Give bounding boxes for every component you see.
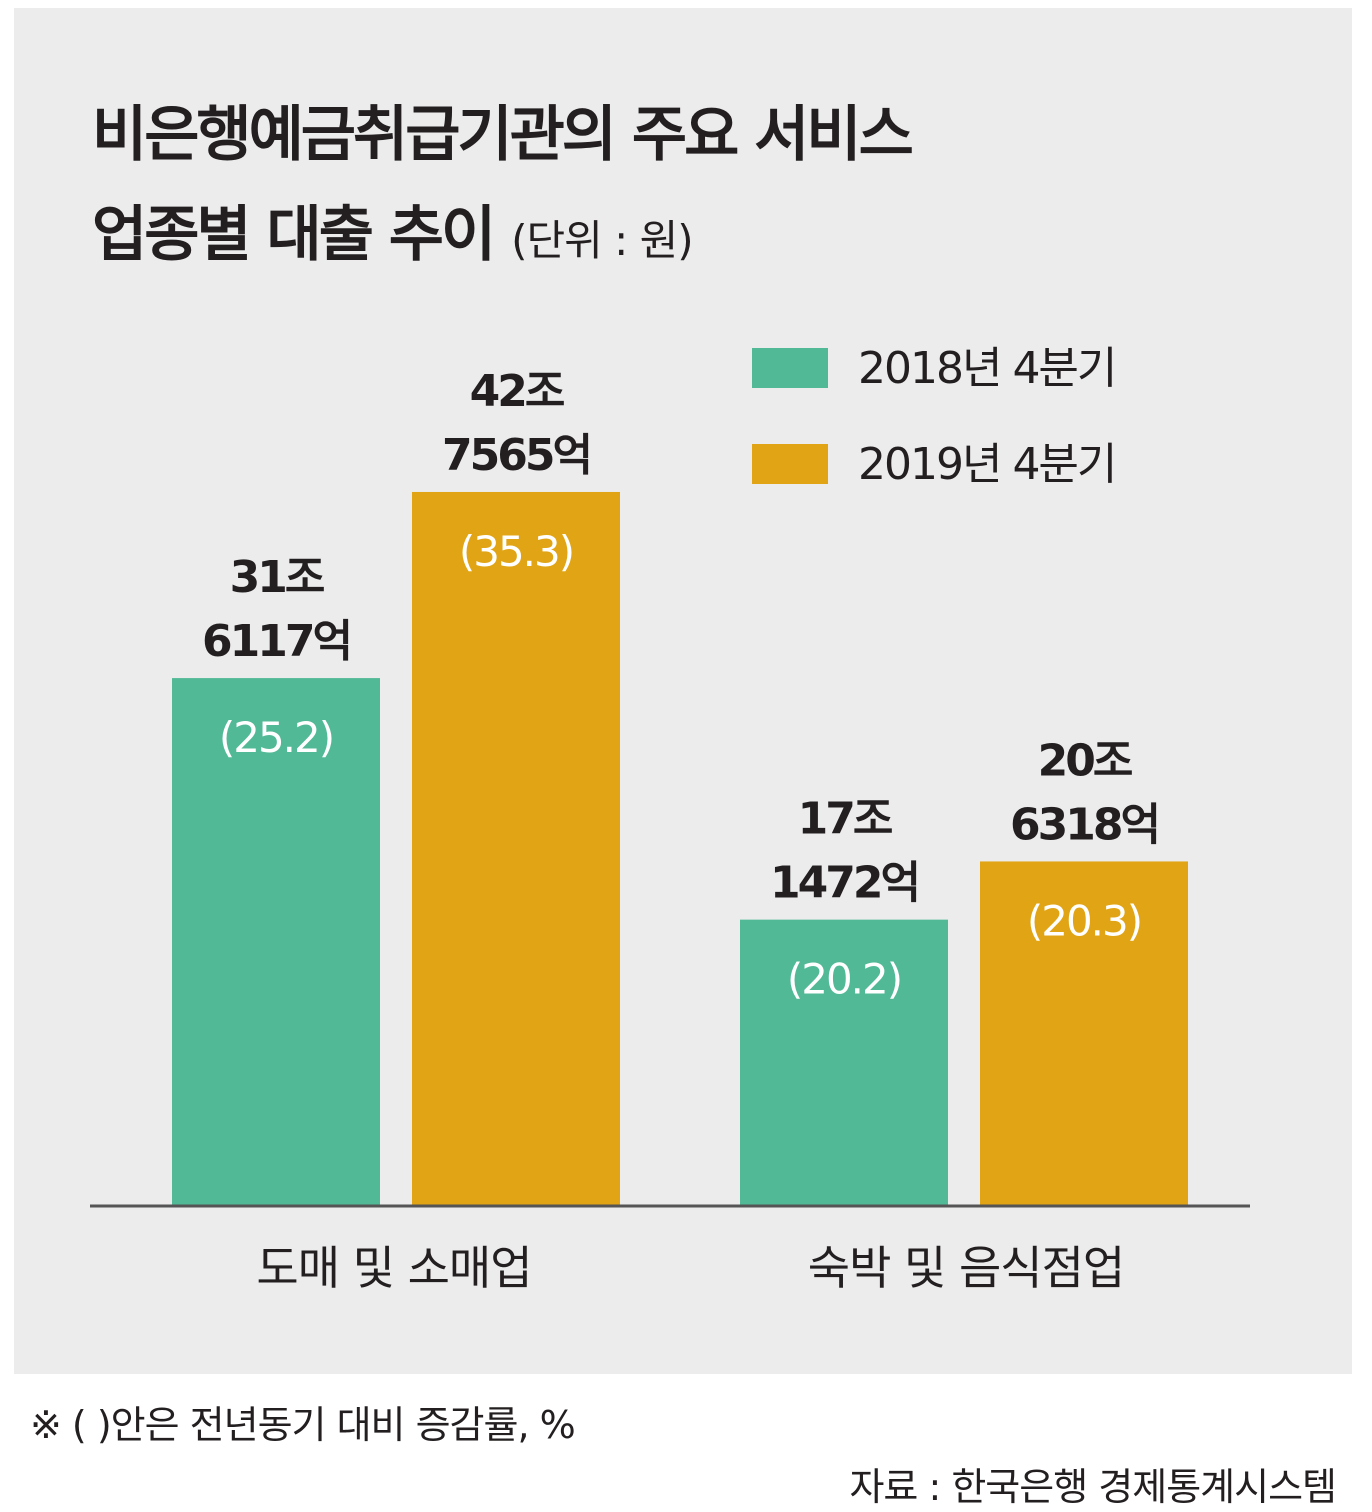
bar-2018-1	[172, 678, 380, 1206]
value-label-2018-2-line1: 17조	[798, 794, 892, 845]
category-label-2: 숙박 및 음식점업	[808, 1241, 1124, 1295]
unit-label: (단위 : 원)	[511, 216, 694, 265]
legend-label-2019: 2019년 4분기	[858, 439, 1117, 490]
category-label-1: 도매 및 소매업	[256, 1241, 531, 1295]
value-label-2019-1-line1: 42조	[470, 366, 564, 417]
value-label-2018-2-line2: 1472억	[770, 858, 918, 909]
pct-label-2018-2: (20.2)	[787, 955, 901, 1004]
value-label-2018-1-line2: 6117억	[202, 616, 350, 667]
value-label-2019-2-line2: 6318억	[1010, 799, 1158, 850]
pct-label-2019-1: (35.3)	[459, 527, 573, 576]
pct-label-2019-2: (20.3)	[1027, 896, 1141, 945]
pct-label-2018-1: (25.2)	[219, 713, 333, 762]
legend-swatch-2019	[752, 444, 828, 484]
value-label-2019-2-line1: 20조	[1038, 735, 1132, 786]
value-label-2018-1-line1: 31조	[230, 552, 324, 603]
value-label-2019-1-line2: 7565억	[442, 430, 590, 481]
bar-2019-1	[412, 491, 620, 1207]
chart-title-line2: 업종별 대출 추이 (단위 : 원)	[92, 186, 694, 273]
chart-title-line2-text: 업종별 대출 추이	[92, 200, 496, 270]
footnote: ※ ( )안은 전년동기 대비 증감률, %	[30, 1403, 576, 1447]
chart-title-line1: 비은행예금취급기관의 주요 서비스	[92, 100, 914, 170]
legend-swatch-2018	[752, 348, 828, 388]
bar-2019-2	[980, 861, 1188, 1206]
source-note: 자료 : 한국은행 경제통계시스템	[849, 1465, 1337, 1509]
bar-2018-2	[740, 919, 948, 1206]
legend-label-2018: 2018년 4분기	[858, 343, 1117, 394]
